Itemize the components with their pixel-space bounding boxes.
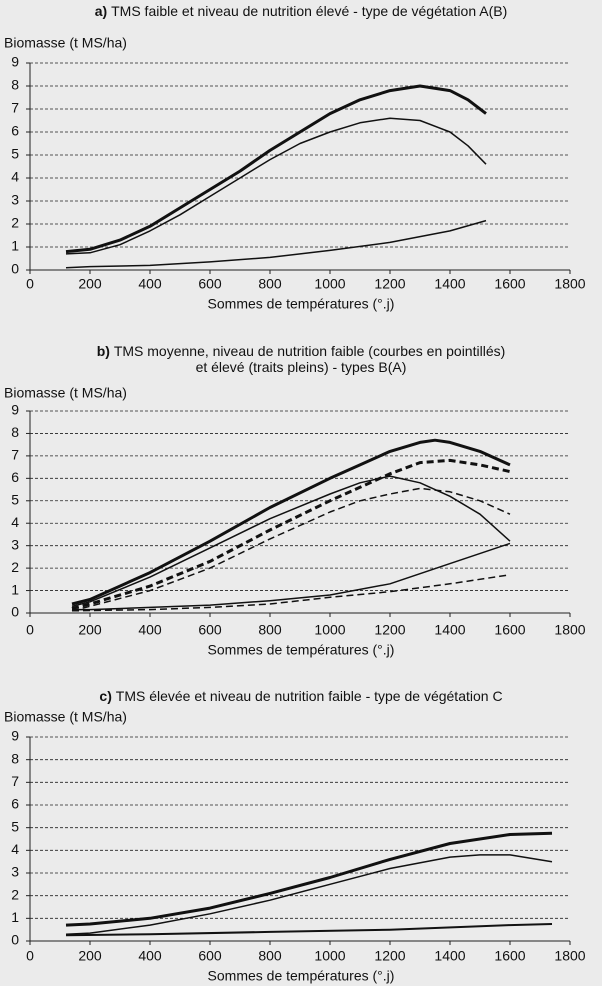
x-tick-label: 1600 (494, 622, 525, 638)
x-tick-label: 800 (258, 948, 282, 964)
data-line (71, 475, 511, 608)
x-tick-label: 1200 (374, 948, 405, 964)
title-text: TMS élevée et niveau de nutrition faible… (116, 688, 503, 704)
data-line (71, 458, 511, 610)
y-tick-label: 8 (11, 424, 19, 440)
x-tick-label: 200 (78, 276, 102, 292)
x-tick-label: 0 (26, 948, 34, 964)
data-line (71, 487, 511, 612)
data-line (65, 219, 487, 269)
data-line (65, 831, 553, 927)
y-tick-label: 2 (11, 215, 19, 231)
y-tick-label: 5 (11, 146, 19, 162)
y-tick-label: 4 (11, 169, 19, 185)
x-tick-label: 1600 (494, 276, 525, 292)
y-tick-label: 0 (11, 932, 19, 948)
x-tick-label: 400 (138, 276, 162, 292)
x-tick-label: 1800 (554, 622, 585, 638)
data-line (71, 438, 511, 606)
y-tick-label: 4 (11, 514, 19, 530)
x-axis-label: Sommes de températures (°.j) (208, 642, 395, 658)
y-tick-label: 3 (11, 536, 19, 552)
x-tick-label: 600 (198, 276, 222, 292)
y-tick-label: 5 (11, 491, 19, 507)
chart-title: a) TMS faible et niveau de nutrition éle… (95, 3, 507, 19)
data-line (65, 854, 553, 935)
y-tick-label: 9 (11, 402, 19, 418)
y-tick-label: 5 (11, 818, 19, 834)
y-tick-label: 7 (11, 447, 19, 463)
data-line (65, 117, 487, 255)
y-tick-label: 9 (11, 54, 19, 70)
y-tick-label: 7 (11, 100, 19, 116)
x-tick-label: 1200 (374, 622, 405, 638)
y-axis-label: Biomasse (t MS/ha) (4, 709, 127, 725)
y-tick-label: 3 (11, 192, 19, 208)
y-tick-label: 4 (11, 841, 19, 857)
x-tick-label: 600 (198, 948, 222, 964)
title-text: TMS moyenne, niveau de nutrition faible … (114, 343, 505, 359)
chart-title: c) TMS élevée et niveau de nutrition fai… (99, 688, 502, 704)
y-tick-label: 0 (11, 604, 19, 620)
y-tick-label: 8 (11, 77, 19, 93)
x-tick-label: 200 (78, 622, 102, 638)
x-tick-label: 1000 (314, 948, 345, 964)
x-tick-label: 1000 (314, 622, 345, 638)
panel-label: a) (95, 3, 107, 19)
x-tick-label: 800 (258, 622, 282, 638)
data-line (65, 923, 553, 937)
data-line (71, 574, 511, 612)
x-tick-label: 1200 (374, 276, 405, 292)
panel-label: b) (97, 343, 110, 359)
x-tick-label: 1000 (314, 276, 345, 292)
x-tick-label: 1600 (494, 948, 525, 964)
x-axis-label: Sommes de températures (°.j) (208, 296, 395, 312)
x-tick-label: 1800 (554, 276, 585, 292)
y-axis-label: Biomasse (t MS/ha) (4, 385, 127, 401)
x-tick-label: 600 (198, 622, 222, 638)
chart-title: b) TMS moyenne, niveau de nutrition faib… (97, 343, 506, 359)
y-tick-label: 0 (11, 261, 19, 277)
y-tick-label: 1 (11, 581, 19, 597)
y-tick-label: 6 (11, 123, 19, 139)
y-tick-label: 1 (11, 909, 19, 925)
x-tick-label: 200 (78, 948, 102, 964)
y-tick-label: 2 (11, 559, 19, 575)
y-tick-label: 8 (11, 750, 19, 766)
x-tick-label: 0 (26, 622, 34, 638)
y-axis-label: Biomasse (t MS/ha) (4, 35, 127, 51)
y-tick-label: 6 (11, 796, 19, 812)
y-tick-label: 6 (11, 469, 19, 485)
x-tick-label: 1400 (434, 276, 465, 292)
x-tick-label: 1400 (434, 948, 465, 964)
x-tick-label: 400 (138, 948, 162, 964)
x-tick-label: 1800 (554, 948, 585, 964)
chart-title: et élevé (traits pleins) - types B(A) (196, 359, 407, 375)
title-text: TMS faible et niveau de nutrition élevé … (111, 3, 507, 19)
y-tick-label: 2 (11, 886, 19, 902)
y-tick-label: 3 (11, 864, 19, 880)
data-line (65, 84, 487, 254)
x-tick-label: 0 (26, 276, 34, 292)
data-line (72, 542, 511, 611)
x-axis-label: Sommes de températures (°.j) (208, 968, 395, 984)
x-tick-label: 800 (258, 276, 282, 292)
y-tick-label: 1 (11, 238, 19, 254)
panel-label: c) (99, 688, 111, 704)
x-tick-label: 400 (138, 622, 162, 638)
y-tick-label: 7 (11, 773, 19, 789)
y-tick-label: 9 (11, 728, 19, 744)
title-text: et élevé (traits pleins) - types B(A) (196, 359, 407, 375)
x-tick-label: 1400 (434, 622, 465, 638)
